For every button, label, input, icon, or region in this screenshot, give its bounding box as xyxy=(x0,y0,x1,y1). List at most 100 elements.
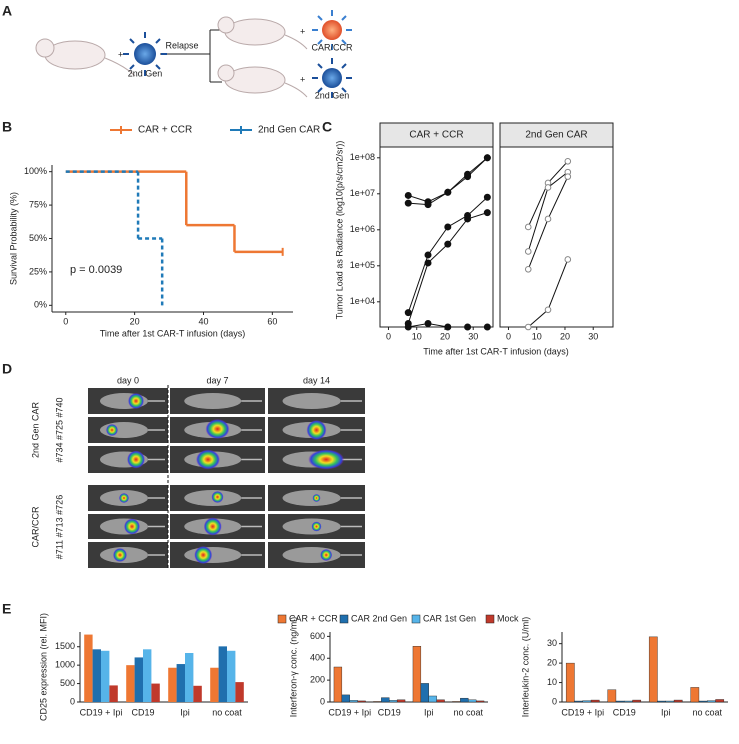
y-tick-label: 1e+07 xyxy=(350,188,375,198)
y-tick-label: 20 xyxy=(547,657,557,667)
signal-blob xyxy=(128,393,144,409)
y-tick-label: 400 xyxy=(310,653,325,663)
bar xyxy=(333,666,343,703)
bar xyxy=(624,700,633,703)
y-tick-label: 10 xyxy=(547,677,557,687)
legend-label: CAR + CCR xyxy=(289,613,338,623)
signal-blob xyxy=(211,491,224,503)
panel-label: C xyxy=(322,119,332,135)
bar xyxy=(615,700,625,703)
bar xyxy=(607,689,617,703)
radiance-point xyxy=(564,256,572,263)
x-tick-label: CD19 + Ipi xyxy=(328,707,371,717)
x-axis-label: Time after 1st CAR-T infusion (days) xyxy=(423,346,569,356)
radiance-point xyxy=(464,215,472,223)
bar xyxy=(698,700,708,703)
bar xyxy=(707,700,716,703)
radiance-point xyxy=(444,323,452,331)
bar xyxy=(428,695,437,703)
x-axis-label: Time after 1st CAR-T infusion (days) xyxy=(100,328,246,338)
y-tick-label: 30 xyxy=(547,638,557,648)
x-tick-label: 30 xyxy=(588,331,598,341)
x-tick-label: 0 xyxy=(386,331,391,341)
signal-blob xyxy=(119,493,129,503)
panel-label: B xyxy=(2,119,12,135)
facet-title: CAR + CCR xyxy=(409,130,463,141)
mouse-silhouette xyxy=(282,490,341,506)
bar xyxy=(134,657,143,702)
radiance-point xyxy=(424,201,432,209)
y-tick-label: 1e+04 xyxy=(350,296,375,306)
bar xyxy=(373,701,382,703)
facet-frame xyxy=(499,146,614,328)
mouse-silhouette xyxy=(184,547,242,563)
radiance-point xyxy=(524,323,532,331)
signal-blob xyxy=(312,494,321,502)
bar xyxy=(218,646,227,702)
x-tick-label: 10 xyxy=(412,331,422,341)
column-label: day 0 xyxy=(117,375,139,385)
radiance-point xyxy=(483,323,491,331)
y-tick-label: 0 xyxy=(552,696,557,706)
radiance-point xyxy=(464,323,472,331)
radiance-point xyxy=(424,251,432,259)
y-tick-label: 1e+05 xyxy=(350,260,375,270)
radiance-point xyxy=(444,188,452,196)
x-tick-label: 20 xyxy=(130,316,140,326)
bar xyxy=(715,699,725,703)
bar xyxy=(84,634,93,702)
legend-label: 2nd Gen CAR xyxy=(258,125,320,136)
y-tick-label: 200 xyxy=(310,675,325,685)
panel-label: E xyxy=(2,601,11,617)
bar xyxy=(460,697,469,703)
radiance-point xyxy=(524,223,532,231)
bar xyxy=(126,665,135,702)
legend-label: Mock xyxy=(497,613,519,623)
cell-label: CAR/CCR xyxy=(311,42,353,52)
bar xyxy=(109,685,118,702)
y-axis-label: #734 #725 #740 xyxy=(54,397,64,462)
x-tick-label: 0 xyxy=(506,331,511,341)
panel-a-art xyxy=(35,10,352,98)
x-tick-label: no coat xyxy=(692,707,722,717)
bar xyxy=(657,700,666,703)
x-tick-label: CD19 xyxy=(613,707,636,717)
y-tick-label: 50% xyxy=(29,233,47,243)
legend-swatch xyxy=(277,614,287,624)
radiance-point xyxy=(524,248,532,255)
radiance-point xyxy=(464,170,472,178)
radiance-point xyxy=(483,154,491,162)
x-tick-label: 20 xyxy=(560,331,570,341)
plus-sign: + xyxy=(300,74,305,84)
signal-blob xyxy=(308,449,345,470)
radiance-point xyxy=(404,191,412,199)
radiance-point xyxy=(544,184,552,191)
signal-blob xyxy=(311,521,322,532)
y-axis-label: CAR/CCR xyxy=(30,506,40,548)
x-tick-label: 10 xyxy=(532,331,542,341)
signal-blob xyxy=(194,546,213,564)
y-axis-label: CD25 expression (rel. MFI) xyxy=(38,613,48,721)
y-tick-label: 1000 xyxy=(55,660,75,670)
bar xyxy=(210,667,219,702)
bar xyxy=(574,700,583,703)
radiance-point xyxy=(544,306,552,314)
y-axis-label: 2nd Gen CAR xyxy=(30,401,40,458)
signal-blob xyxy=(113,548,127,562)
x-tick-label: CD19 xyxy=(131,707,154,717)
bar xyxy=(412,646,422,703)
radiance-point xyxy=(544,215,552,223)
x-tick-label: Ipi xyxy=(424,707,434,717)
signal-blob xyxy=(196,449,220,470)
bar xyxy=(452,701,461,703)
x-tick-label: 60 xyxy=(267,316,277,326)
plus-sign: + xyxy=(300,26,305,36)
x-tick-label: CD19 + Ipi xyxy=(561,707,604,717)
radiance-point xyxy=(564,157,572,165)
signal-blob xyxy=(306,420,327,440)
y-axis-label: Interleukin-2 conc. (U/ml) xyxy=(520,617,530,718)
radiance-line xyxy=(407,196,488,313)
bar xyxy=(468,699,477,703)
bar xyxy=(235,682,244,702)
bar xyxy=(665,700,675,703)
